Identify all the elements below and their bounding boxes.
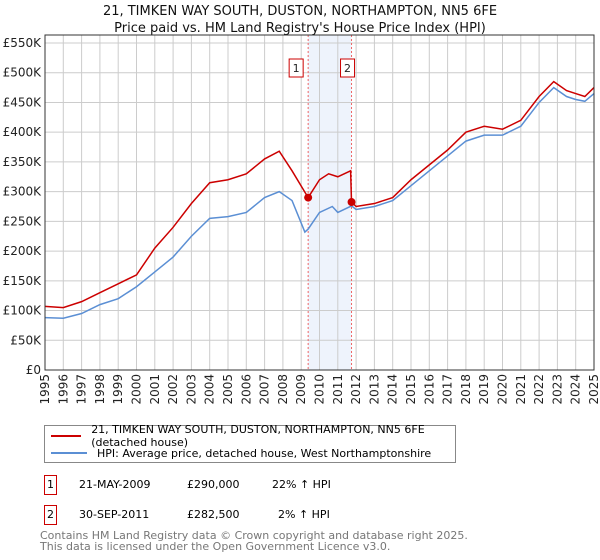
sale-marker-label: 1 <box>293 62 300 75</box>
x-tick-label: 2004 <box>203 374 217 405</box>
y-tick-label: £350K <box>3 155 43 169</box>
sale-date: 30-SEP-2011 <box>79 508 150 521</box>
chart-title: 21, TIMKEN WAY SOUTH, DUSTON, NORTHAMPTO… <box>102 4 498 19</box>
sale-point <box>304 193 313 202</box>
x-tick-label: 2010 <box>313 374 327 405</box>
sale-date: 21-MAY-2009 <box>79 478 151 491</box>
x-tick-label: 2022 <box>532 374 546 405</box>
y-tick-label: £200K <box>3 244 43 258</box>
sale-marker-box <box>340 58 356 78</box>
y-tick-label: £150K <box>3 274 43 288</box>
x-tick-label: 2002 <box>166 374 180 405</box>
x-tick-label: 2023 <box>550 374 564 405</box>
y-tick-label: £300K <box>3 185 43 199</box>
x-tick-label: 2009 <box>294 374 308 405</box>
y-tick-label: £0 <box>26 363 41 377</box>
x-tick-label: 2006 <box>239 374 253 405</box>
x-tick-label: 2019 <box>477 374 491 405</box>
x-tick-label: 2001 <box>148 374 162 405</box>
sale-row: 2 30-SEP-2011 £282,500 2% ↑ HPI <box>44 505 444 525</box>
y-tick-label: £400K <box>3 125 43 139</box>
sale-price: £282,500 <box>187 508 240 521</box>
y-tick-label: £100K <box>3 304 43 318</box>
x-tick-label: 1999 <box>111 374 125 405</box>
sale-price: £290,000 <box>187 478 240 491</box>
sale-period-shade <box>308 35 352 370</box>
legend-swatch-property <box>51 435 82 437</box>
x-tick-label: 2012 <box>349 374 363 405</box>
sale-marker-badge: 2 <box>44 505 57 525</box>
legend-swatch-hpi <box>51 452 87 454</box>
x-tick-label: 2005 <box>221 374 235 405</box>
x-tick-label: 1995 <box>38 374 52 405</box>
x-tick-label: 2013 <box>367 374 381 405</box>
x-tick-label: 2011 <box>331 374 345 405</box>
y-tick-label: £50K <box>10 333 42 347</box>
chart-subtitle: Price paid vs. HM Land Registry's House … <box>114 21 486 36</box>
x-tick-label: 2008 <box>276 374 290 405</box>
y-tick-label: £500K <box>3 66 43 80</box>
footer-line: This data is licensed under the Open Gov… <box>40 540 391 553</box>
x-tick-label: 1996 <box>56 374 70 405</box>
legend-label-hpi: HPI: Average price, detached house, West… <box>97 446 432 460</box>
x-tick-label: 2003 <box>184 374 198 405</box>
legend: 21, TIMKEN WAY SOUTH, DUSTON, NORTHAMPTO… <box>44 423 456 463</box>
footer-line: Contains HM Land Registry data © Crown c… <box>40 529 468 542</box>
x-tick-label: 1998 <box>93 374 107 405</box>
x-tick-label: 2017 <box>441 374 455 405</box>
x-tick-label: 2014 <box>386 374 400 405</box>
hpi-line <box>44 86 595 320</box>
x-tick-label: 1997 <box>75 374 89 405</box>
x-tick-label: 2021 <box>514 374 528 405</box>
sale-marker-badge: 1 <box>44 475 57 495</box>
sale-point <box>347 198 356 207</box>
x-tick-label: 2018 <box>459 374 473 405</box>
footer: Contains HM Land Registry data © Crown c… <box>40 530 468 552</box>
x-tick-label: 2016 <box>422 374 436 405</box>
x-tick-label: 2025 <box>587 374 600 405</box>
x-tick-label: 2007 <box>258 374 272 405</box>
sale-hpi-diff: 2% ↑ HPI <box>278 508 330 521</box>
x-tick-label: 2000 <box>130 374 144 405</box>
y-tick-label: £250K <box>3 214 43 228</box>
property-price-line <box>44 80 595 309</box>
sale-hpi-diff: 22% ↑ HPI <box>272 478 331 491</box>
x-tick-label: 2020 <box>496 374 510 405</box>
plot-frame <box>44 34 595 371</box>
plot-area: £0 £50K £100K £150K £200K £250K £300K £350K £400… <box>3 34 600 405</box>
y-tick-label: £450K <box>3 95 43 109</box>
legend-label-property: 21, TIMKEN WAY SOUTH, DUSTON, NORTHAMPTO… <box>91 423 425 449</box>
sale-marker-label: 2 <box>344 62 351 75</box>
x-tick-label: 2024 <box>569 374 583 405</box>
y-tick-label: £550K <box>3 36 43 50</box>
x-tick-label: 2015 <box>404 374 418 405</box>
sale-row: 1 21-MAY-2009 £290,000 22% ↑ HPI <box>44 475 444 495</box>
sale-marker-box <box>288 58 304 78</box>
